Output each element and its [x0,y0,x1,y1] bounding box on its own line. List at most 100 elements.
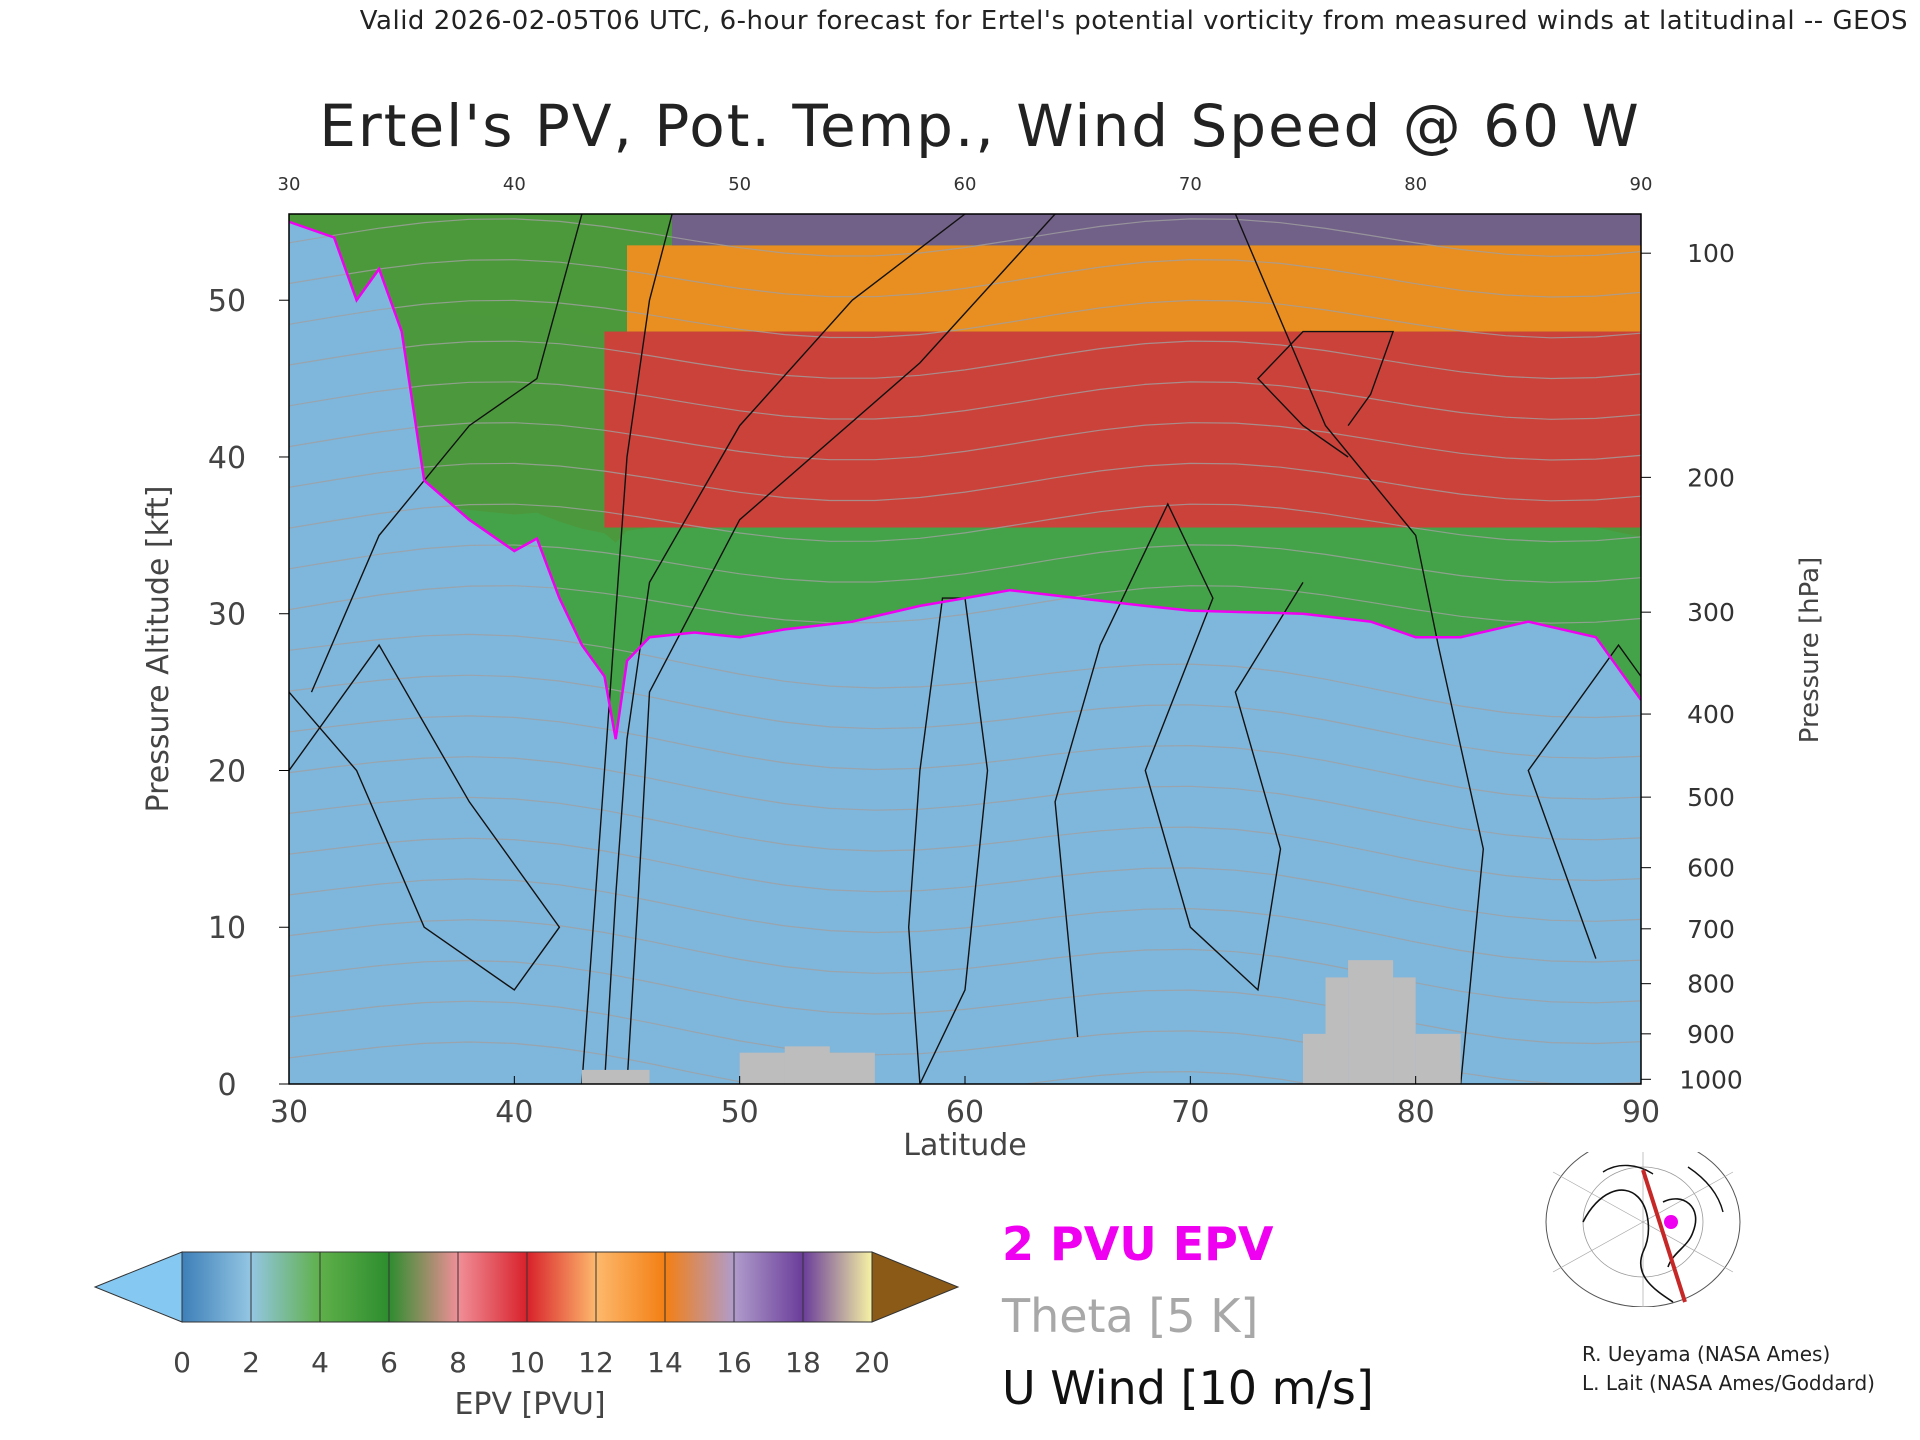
theta-contour [289,462,1641,502]
colorbar: 0 2 4 6 8 10 12 14 16 18 20 [93,1251,960,1379]
y-tick-label: 30 [208,598,246,633]
legend-theta: Theta [5 K] [1001,1289,1258,1343]
terrain-block [1393,977,1416,1084]
wind-contour [289,643,561,991]
theta-contour [289,878,1641,963]
terrain-block [784,1046,830,1084]
colorbar-tick-label: 14 [647,1346,683,1379]
terrain-block [1348,960,1394,1084]
y-tick-label: 20 [208,754,246,789]
x-top-tick-label: 90 [1630,174,1653,195]
colorbar-tick-label: 2 [242,1346,260,1379]
theta-contour [289,756,1641,841]
terrain-block [1303,1033,1326,1084]
theta-contour [289,959,1641,1045]
theta-contour [289,218,1641,257]
theta-contour [289,919,1641,1004]
colorbar-tick-label: 20 [854,1346,890,1379]
theta-contour [289,422,1641,461]
theta-contour [289,340,1641,380]
map-coastlines [1582,1189,1697,1303]
axes: 3030404050506060707080809090010203040501… [208,174,1743,1130]
epv-band-red [604,331,1641,528]
colorbar-low-arrow [93,1251,183,1323]
colorbar-segment [526,1251,597,1323]
colorbar-segment [733,1251,804,1323]
y-tick-label: 40 [208,441,246,476]
wind-contour [1054,502,1304,1038]
theta-contour [289,715,1641,800]
tropopause-2pvu-line [289,220,1641,740]
y-tick-label: 10 [208,911,246,946]
wind-contour [1234,214,1485,1084]
colorbar-tick-label: 4 [311,1346,329,1379]
theta-contour [289,585,1641,624]
header-line: Valid 2026-02-05T06 UTC, 6-hour forecast… [359,6,1908,36]
colorbar-tick-label: 12 [578,1346,614,1379]
y-axis-label: Pressure Altitude [kft] [141,486,176,813]
pressure-tick-label: 500 [1687,783,1735,812]
chart-title: Ertel's PV, Pot. Temp., Wind Speed @ 60 … [319,92,1641,160]
credit-line-1: R. Ueyama (NASA Ames) [1582,1342,1831,1366]
x-tick-label: 60 [946,1095,984,1130]
wind-contour [626,214,1056,1084]
x-tick-label: 80 [1397,1095,1435,1130]
x-axis-label: Latitude [903,1128,1026,1163]
epv-band-purple [672,214,1641,246]
colorbar-segment [388,1251,459,1323]
wind-contour [581,214,673,1084]
colorbar-segment [802,1251,873,1323]
pressure-tick-label: 200 [1687,463,1735,492]
map-meridians [1552,1152,1734,1307]
terrain-block [1415,1033,1461,1084]
colorbar-tick-label: 6 [380,1346,398,1379]
pressure-tick-label: 700 [1687,915,1735,944]
x-tick-label: 90 [1622,1095,1660,1130]
theta-contour [289,633,1641,719]
theta-contour [289,381,1641,420]
x-top-tick-label: 30 [278,174,301,195]
wind-contour [603,214,966,1084]
map-outline [1545,1152,1741,1307]
wind-contour [310,214,583,693]
colorbar-tick-label: 16 [716,1346,752,1379]
legend-epv: 2 PVU EPV [1002,1217,1274,1271]
x-top-tick-label: 60 [954,174,977,195]
colorbar-segment [319,1251,390,1323]
credit-line-2: L. Lait (NASA Ames/Goddard) [1582,1371,1875,1395]
x-tick-label: 70 [1171,1095,1209,1130]
x-tick-label: 30 [270,1095,308,1130]
theta-contour [289,503,1641,543]
colorbar-label: EPV [PVU] [454,1387,605,1422]
pressure-tick-label: 100 [1687,239,1735,268]
y-tick-label: 50 [208,284,246,319]
pressure-tick-label: 400 [1687,700,1735,729]
colorbar-segment [595,1251,666,1323]
colorbar-tick-label: 8 [449,1346,467,1379]
theta-contour [289,796,1641,882]
pressure-tick-label: 600 [1687,854,1735,883]
legend-wind: U Wind [10 m/s] [1002,1361,1374,1415]
theta-contour [289,1041,1313,1084]
wind-contour [1256,330,1395,458]
credits: R. Ueyama (NASA Ames) L. Lait (NASA Ames… [1582,1340,1875,1398]
theta-contour [289,258,1641,298]
x-top-tick-label: 50 [728,174,751,195]
map-cross-section-line [1641,1169,1687,1303]
colorbar-segment [664,1251,735,1323]
theta-contour [289,299,1641,339]
terrain-block [581,1069,650,1084]
pressure-tick-label: 800 [1687,970,1735,999]
colorbar-segment [181,1251,252,1323]
colorbar-tick-label: 10 [509,1346,545,1379]
terrain-blocks [581,960,1461,1084]
map-inset [1545,1152,1741,1307]
theta-contours [289,218,1641,1084]
colorbar-tick-label: 18 [785,1346,821,1379]
x-top-tick-label: 70 [1179,174,1202,195]
theta-contour [289,674,1641,759]
colorbar-segment [250,1251,321,1323]
x-top-tick-label: 40 [503,174,526,195]
tropopause-layer [289,220,1641,740]
colorbar-tick-label: 0 [173,1346,191,1379]
